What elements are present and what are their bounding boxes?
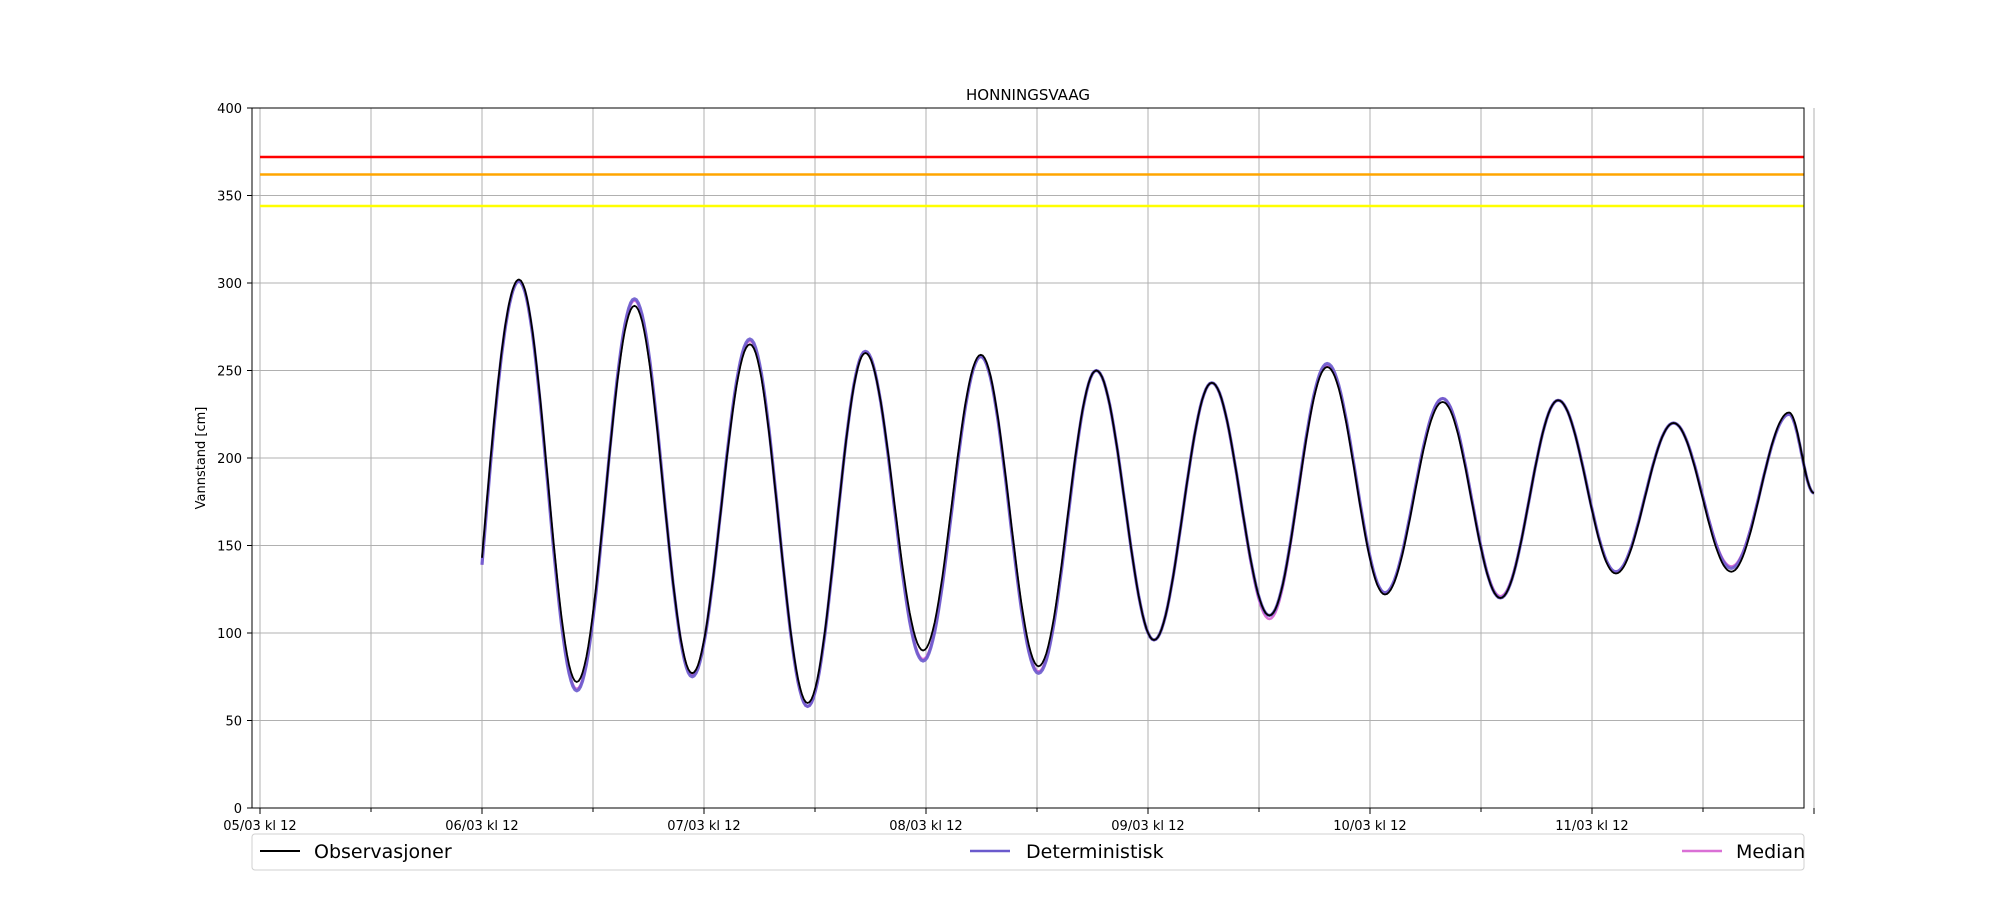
y-axis-label: Vannstand [cm]	[194, 407, 209, 510]
legend: Observasjoner Deterministisk Median	[251, 833, 1805, 871]
legend-label-median: Median	[1736, 841, 1805, 863]
x-tick-label: 09/03 kl 12	[1111, 819, 1184, 834]
legend-label-observasjoner: Observasjoner	[314, 841, 452, 863]
y-axis: 0 50 100 150 200 250 300 350 400	[217, 102, 252, 817]
threshold-lines	[260, 155, 1804, 208]
x-tick-label: 06/03 kl 12	[445, 819, 518, 834]
y-tick-label: 150	[217, 540, 242, 555]
y-tick-label: 300	[217, 277, 242, 292]
y-tick-label: 50	[225, 715, 242, 730]
y-tick-label: 100	[217, 627, 242, 642]
series-line-observasjoner	[481, 278, 1815, 704]
y-tick-label: 200	[217, 452, 242, 467]
x-tick-label: 10/03 kl 12	[1333, 819, 1406, 834]
grid-lines	[252, 108, 1815, 808]
series-lines	[480, 278, 1815, 709]
x-axis: 05/03 kl 12 06/03 kl 12 07/03 kl 12 08/03 k…	[223, 808, 1815, 834]
chart-title: HONNINGSVAAG	[966, 86, 1090, 104]
y-tick-label: 350	[217, 190, 242, 205]
legend-label-deterministisk: Deterministisk	[1026, 841, 1164, 863]
y-tick-label: 250	[217, 365, 242, 380]
legend-box	[251, 833, 1805, 871]
x-tick-label: 05/03 kl 12	[223, 819, 296, 834]
x-tick-label: 11/03 kl 12	[1555, 819, 1628, 834]
x-tick-label: 07/03 kl 12	[667, 819, 740, 834]
x-tick-label: 08/03 kl 12	[889, 819, 962, 834]
y-tick-label: 0	[234, 802, 242, 817]
y-tick-label: 400	[217, 102, 242, 117]
